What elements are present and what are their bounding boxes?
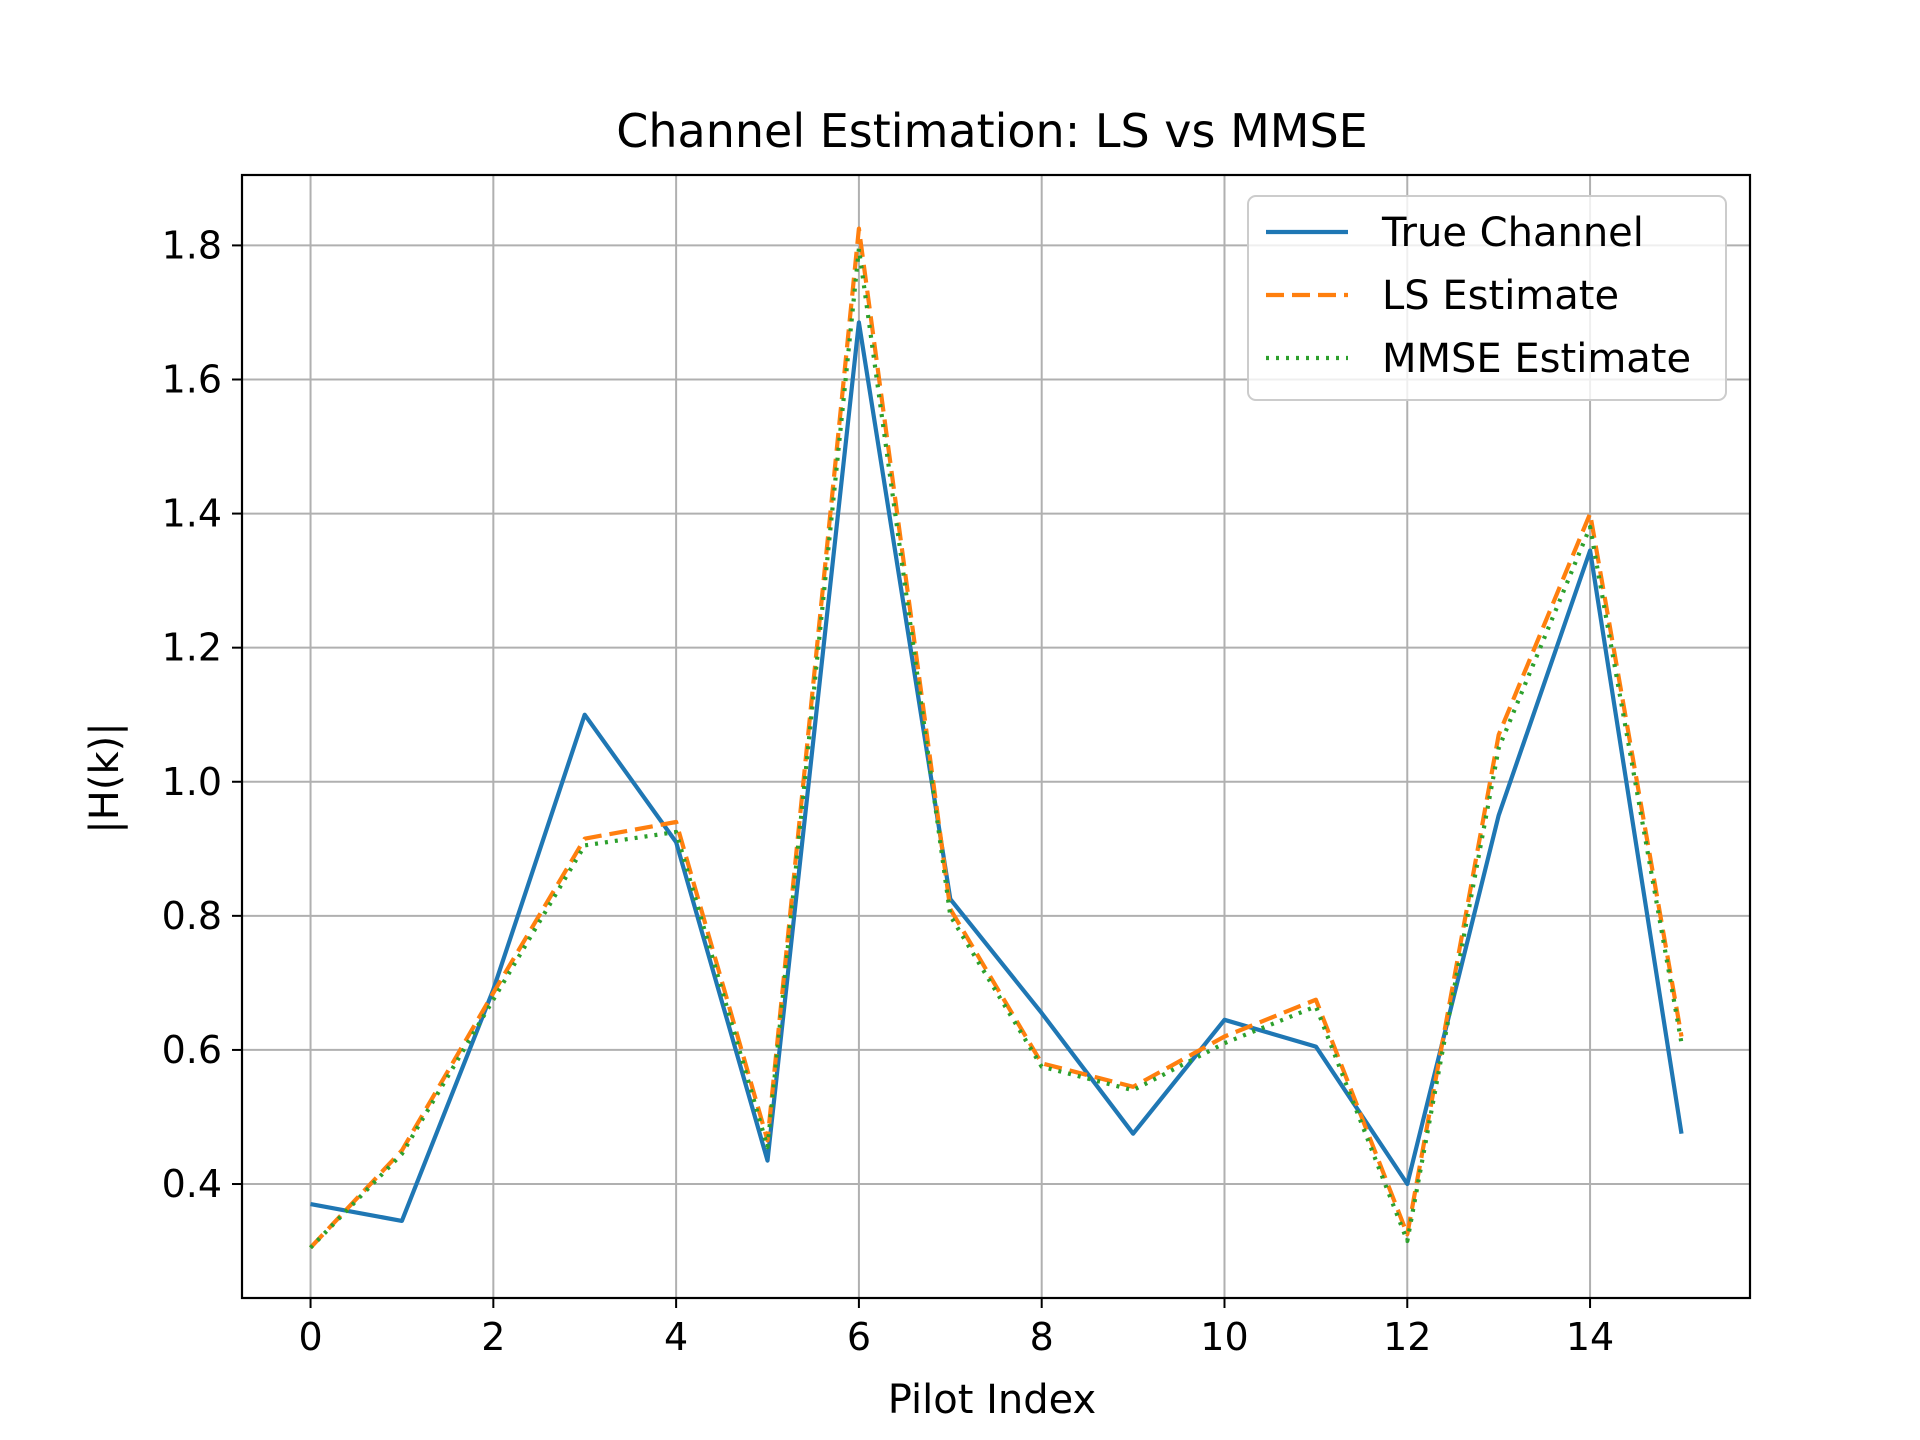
- x-axis-label: Pilot Index: [888, 1377, 1096, 1423]
- series-line-3: [308, 246, 1684, 1250]
- axes-frame: [240, 173, 1752, 1300]
- y-tick-label: 1.0: [162, 760, 222, 804]
- series-line-2: [308, 226, 1684, 1250]
- series-line-1: [310, 320, 1684, 1224]
- y-tick-label: 0.8: [162, 894, 222, 938]
- legend-box: [1247, 195, 1727, 401]
- x-tick-label: 8: [1030, 1315, 1054, 1359]
- legend-label: LS Estimate: [1382, 273, 1619, 319]
- y-tick-label: 0.6: [162, 1028, 222, 1072]
- legend-label: True Channel: [1381, 210, 1644, 256]
- x-tick-label: 2: [481, 1315, 505, 1359]
- x-tick-label: 12: [1383, 1315, 1431, 1359]
- x-tick-label: 0: [298, 1315, 322, 1359]
- y-tick-label: 1.2: [162, 626, 222, 670]
- legend: True Channel LS Estimate MMSE Estimate: [1247, 195, 1727, 401]
- y-tick-label: 0.4: [162, 1162, 222, 1206]
- y-tick-label: 1.6: [162, 357, 222, 401]
- y-tick-label: 1.8: [162, 223, 222, 267]
- grid: [242, 175, 1750, 1298]
- plot-area: [308, 226, 1684, 1250]
- x-tick-label: 6: [847, 1315, 871, 1359]
- y-axis-label: |H(k)|: [82, 722, 128, 833]
- x-tick-label: 4: [664, 1315, 688, 1359]
- x-tick-label: 14: [1566, 1315, 1614, 1359]
- chart-title: Channel Estimation: LS vs MMSE: [616, 104, 1367, 158]
- x-tick-label: 10: [1200, 1315, 1248, 1359]
- y-tick-label: 1.4: [162, 492, 222, 536]
- axis-ticks: 0 2 4 6 8 10 12 14 0.4 0.6 0.8 1.0 1.2 1.4 1.6 1.8: [162, 223, 1615, 1359]
- legend-label: MMSE Estimate: [1382, 336, 1691, 382]
